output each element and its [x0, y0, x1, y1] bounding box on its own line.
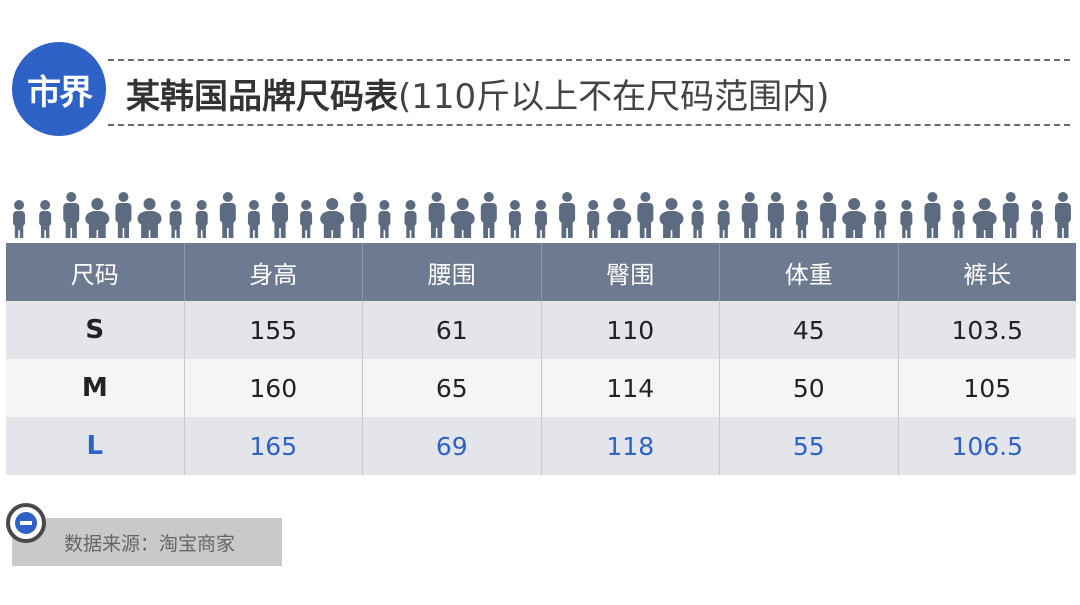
table-cell: 61	[363, 301, 542, 359]
table-cell: 55	[720, 417, 899, 475]
header-cell-weight: 体重	[720, 243, 899, 301]
divider-top	[108, 59, 1070, 61]
header-cell-length: 裤长	[963, 260, 1012, 289]
table-cell: L	[6, 417, 185, 475]
table-cell: 106.5	[951, 431, 1024, 461]
page-title: 某韩国品牌尺码表 (110斤以上不在尺码范围内)	[126, 66, 829, 120]
table-cell: 118	[542, 417, 720, 475]
page-title-sub: (110斤以上不在尺码范围内)	[398, 76, 830, 117]
brand-logo: 市界	[12, 42, 106, 136]
table-cell: 69	[363, 417, 542, 475]
table-row: L 165 69 118 55 106.5	[6, 417, 1076, 475]
header-cell-height: 身高	[185, 243, 363, 301]
header-cell-size: 尺码	[6, 243, 185, 301]
table-cell: S	[6, 301, 185, 359]
table-cell: 110	[542, 301, 720, 359]
divider-bottom	[108, 124, 1070, 126]
brand-logo-text: 市界	[27, 72, 93, 113]
source-text: 数据来源：淘宝商家	[64, 532, 236, 555]
table-header-row: 尺码 身高 腰围 臀围 体重 裤长	[6, 243, 1076, 301]
header-cell-waist: 腰围	[363, 243, 542, 301]
size-table: 尺码 身高 腰围 臀围 体重 裤长 S 155 61 110 45 103.5 …	[6, 243, 1076, 475]
people-silhouettes-icon	[13, 192, 1071, 239]
table-cell: 103.5	[951, 315, 1024, 345]
table-cell: 105	[963, 373, 1012, 403]
table-cell: 45	[720, 301, 899, 359]
table-cell: 114	[542, 359, 720, 417]
table-row: S 155 61 110 45 103.5	[6, 301, 1076, 359]
page-title-main: 某韩国品牌尺码表	[126, 76, 398, 117]
table-cell: 165	[185, 417, 363, 475]
table-cell: 160	[185, 359, 363, 417]
minus-circle-icon	[6, 503, 46, 543]
table-cell: 155	[185, 301, 363, 359]
source-note: 数据来源：淘宝商家	[12, 518, 282, 566]
table-cell: M	[6, 359, 185, 417]
header-cell-hip: 臀围	[542, 243, 720, 301]
header: 市界 某韩国品牌尺码表 (110斤以上不在尺码范围内)	[0, 0, 1080, 150]
table-cell: 65	[363, 359, 542, 417]
table-cell: 50	[720, 359, 899, 417]
table-row: M 160 65 114 50 105	[6, 359, 1076, 417]
